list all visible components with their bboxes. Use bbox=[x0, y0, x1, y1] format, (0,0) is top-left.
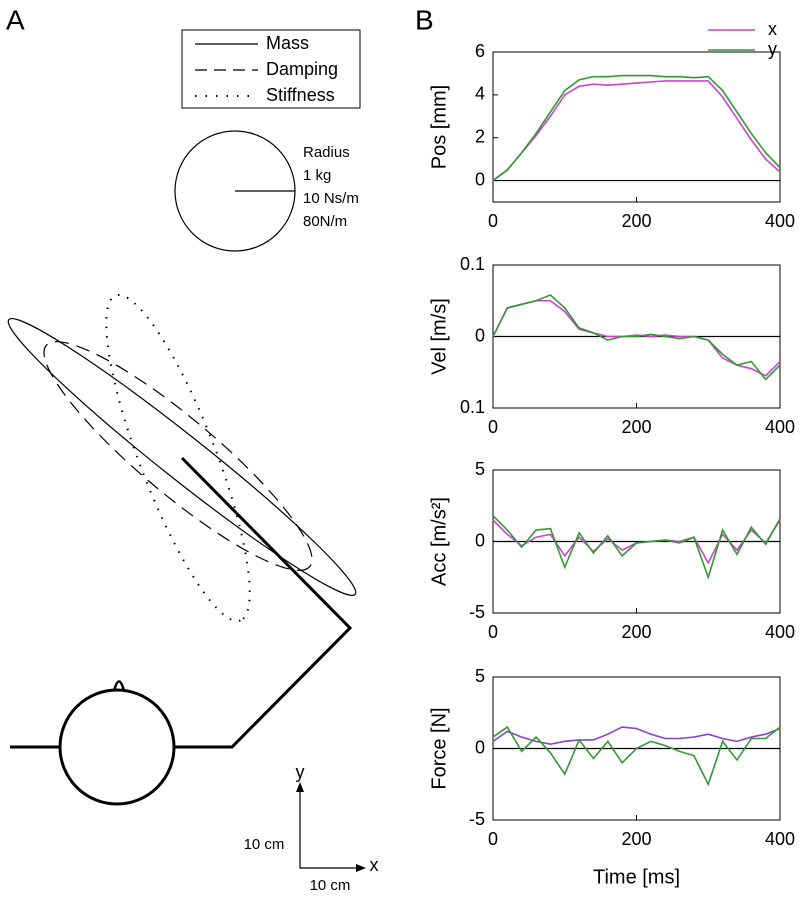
x-tick-label: 0 bbox=[488, 211, 498, 231]
x-tick-label: 400 bbox=[765, 211, 795, 231]
y-tick-label: 0 bbox=[475, 530, 485, 550]
plot-frame bbox=[492, 51, 781, 203]
y-axis-label: Pos [mm] bbox=[428, 85, 450, 169]
x-tick-label: 400 bbox=[765, 622, 795, 642]
x-tick-label: 200 bbox=[621, 417, 651, 437]
legend-label: x bbox=[768, 19, 777, 39]
scale-label: Radius bbox=[303, 144, 350, 161]
x-tick-label: 0 bbox=[488, 417, 498, 437]
series-line bbox=[492, 80, 781, 182]
head bbox=[58, 688, 176, 806]
panel-a: A Mass Damping Stiffness Radius 1 kg 10 … bbox=[6, 4, 379, 894]
y-tick-label: 5 bbox=[475, 459, 485, 479]
y-tick-label: 0 bbox=[475, 325, 485, 345]
y-axis-label: Acc [m/s²] bbox=[428, 497, 450, 586]
series-line bbox=[492, 294, 781, 381]
scale-label: 1 kg bbox=[303, 167, 331, 184]
scale-length: 10 cm bbox=[310, 877, 351, 894]
x-tick-label: 400 bbox=[765, 417, 795, 437]
y-tick-label: 5 bbox=[475, 666, 485, 686]
mass-ellipse bbox=[7, 318, 357, 596]
legend-label: y bbox=[768, 39, 777, 59]
y-tick-label: 2 bbox=[475, 126, 485, 146]
y-tick-label: -5 bbox=[469, 809, 485, 829]
y-tick-label: 0.1 bbox=[460, 397, 485, 417]
panel-label: B bbox=[415, 4, 434, 35]
damping-ellipse bbox=[43, 341, 313, 571]
x-tick-label: 0 bbox=[488, 622, 498, 642]
legend-label: Damping bbox=[266, 59, 338, 79]
x-tick-label: 200 bbox=[621, 829, 651, 849]
y-tick-label: 4 bbox=[475, 84, 485, 104]
scale-label: 80N/m bbox=[303, 213, 347, 230]
arm bbox=[175, 456, 353, 749]
series-line bbox=[492, 726, 781, 746]
scale-bar bbox=[299, 785, 362, 869]
stiffness-ellipse bbox=[105, 293, 251, 623]
scale-length: 10 cm bbox=[244, 836, 285, 853]
panel-label: A bbox=[6, 4, 25, 35]
legend-box bbox=[181, 29, 361, 109]
x-tick-label: 400 bbox=[765, 829, 795, 849]
arrowheads bbox=[296, 782, 366, 872]
x-tick-label: 0 bbox=[488, 829, 498, 849]
y-axis-label: Force [N] bbox=[428, 707, 450, 789]
axis-label: x bbox=[370, 855, 379, 875]
x-tick-label: 200 bbox=[621, 622, 651, 642]
y-tick-label: 0.1 bbox=[460, 254, 485, 274]
y-axis-label: Vel [m/s] bbox=[428, 298, 450, 375]
series-line bbox=[492, 515, 781, 580]
series-line bbox=[492, 725, 781, 787]
y-tick-label: -5 bbox=[469, 602, 485, 622]
x-tick-label: 200 bbox=[621, 211, 651, 231]
series-line bbox=[492, 299, 781, 377]
nose bbox=[112, 680, 126, 692]
y-tick-label: 0 bbox=[475, 169, 485, 189]
axis-label: y bbox=[296, 762, 305, 782]
series-line bbox=[492, 74, 781, 182]
legend-label: Stiffness bbox=[266, 85, 335, 105]
y-tick-label: 6 bbox=[475, 41, 485, 61]
x-axis-label: Time [ms] bbox=[593, 866, 680, 888]
scale-label: 10 Ns/m bbox=[303, 190, 359, 207]
legend-label: Mass bbox=[266, 33, 309, 53]
y-tick-label: 0 bbox=[475, 737, 485, 757]
